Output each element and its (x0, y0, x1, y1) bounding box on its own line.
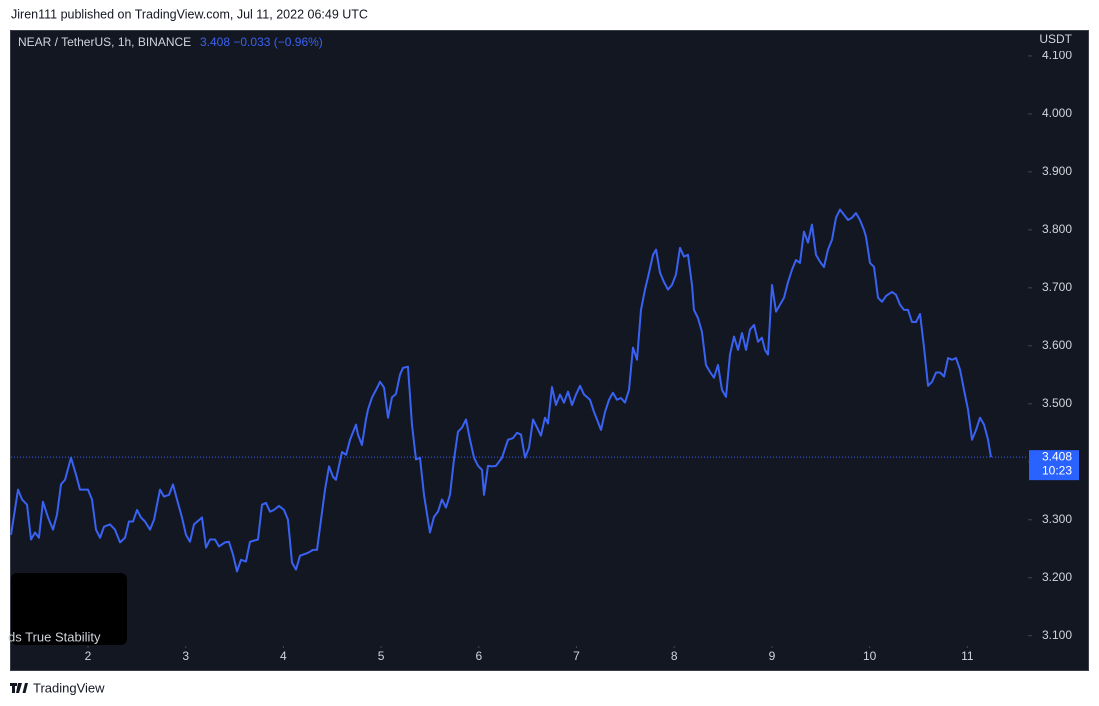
x-tick-label: 8 (671, 649, 678, 663)
y-tick-label: 3.900 (1042, 164, 1072, 178)
y-tick-label: 4.000 (1042, 106, 1072, 120)
y-tick-label: 3.200 (1042, 570, 1072, 584)
y-tick-label: 3.500 (1042, 396, 1072, 410)
y-tick-label: 3.800 (1042, 222, 1072, 236)
legend-title: NEAR / TetherUS, 1h, BINANCE (18, 35, 191, 49)
x-tick-label: 5 (378, 649, 385, 663)
x-tick-label: 10 (863, 649, 877, 663)
x-tick-label: 2 (85, 649, 92, 663)
publish-header: Jiren111 published on TradingView.com, J… (11, 7, 368, 21)
chart-frame (10, 30, 1089, 671)
price-line (10, 208, 992, 573)
last-price-label: 3.408 (1042, 449, 1072, 463)
y-tick-label: 3.600 (1042, 338, 1072, 352)
x-tick-label: 3 (182, 649, 189, 663)
last-price-tag (1029, 450, 1079, 481)
footer-brand: TradingView (33, 680, 105, 695)
x-tick-label: 4 (280, 649, 287, 663)
y-tick-label: 3.700 (1042, 280, 1072, 294)
legend-last: 3.408 (200, 35, 230, 49)
countdown-label: 10:23 (1042, 463, 1072, 477)
legend-change: −0.033 (233, 35, 270, 49)
y-tick-label: 4.100 (1042, 48, 1072, 62)
y-axis-label: USDT (1039, 32, 1072, 46)
y-tick-label: 3.300 (1042, 512, 1072, 526)
overlay-clip (11, 645, 1028, 646)
x-tick-label: 7 (573, 649, 580, 663)
legend-change-percent: (−0.96%) (274, 35, 323, 49)
overlay-box (11, 573, 127, 645)
tradingview-logo (10, 683, 28, 693)
y-tick-label: 3.100 (1042, 628, 1072, 642)
legend-values: 3.408 −0.033 (−0.96%) (200, 35, 323, 49)
axis-label-bg (1029, 31, 1087, 51)
x-tick-label: 9 (769, 649, 776, 663)
x-tick-label: 6 (475, 649, 482, 663)
overlay-text: ds True Stability (8, 629, 101, 644)
x-tick-label: 11 (961, 649, 974, 663)
